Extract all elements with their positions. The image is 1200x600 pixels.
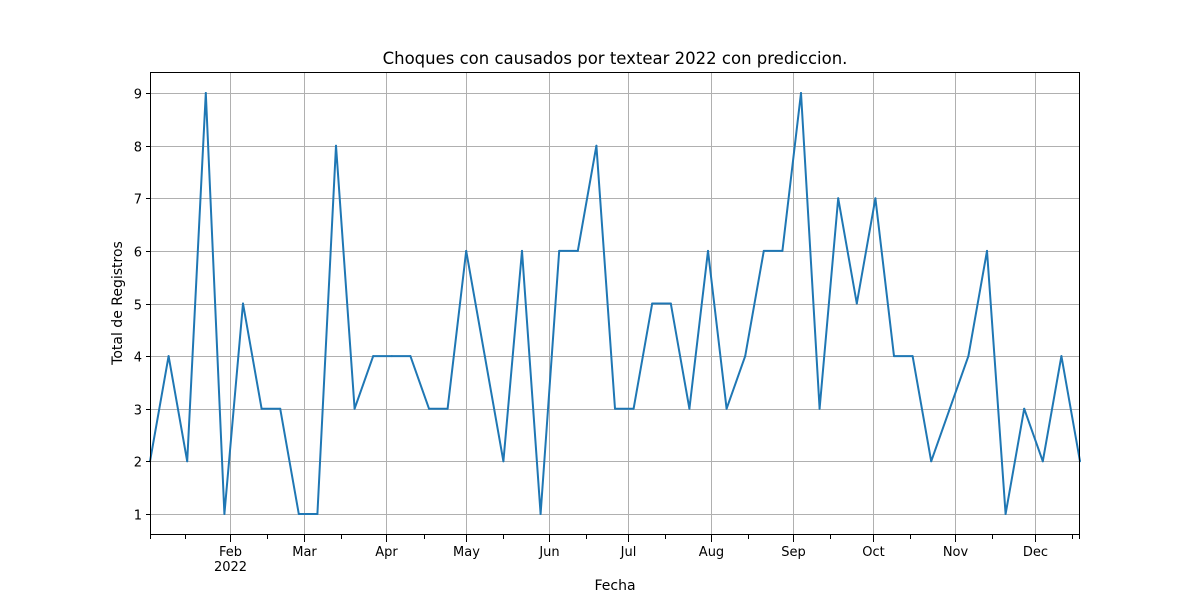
data-point — [483, 355, 486, 358]
chart-title: Choques con causados por textear 2022 co… — [383, 49, 848, 68]
data-point — [297, 513, 300, 515]
x-tick-label: Jun — [538, 545, 559, 560]
x-tick-label: Mar — [292, 545, 317, 560]
data-point — [167, 355, 170, 358]
x-tick-year-label: 2022 — [214, 560, 247, 575]
data-point — [465, 249, 468, 252]
x-tick-label: Apr — [375, 545, 398, 560]
x-tick-label: May — [453, 545, 480, 560]
data-point — [390, 355, 393, 358]
y-tick-label: 6 — [134, 246, 142, 261]
data-point — [669, 302, 672, 305]
data-point — [707, 249, 709, 252]
data-point — [762, 249, 765, 252]
data-point — [204, 92, 207, 94]
data-point — [279, 407, 282, 410]
data-point — [688, 407, 691, 410]
data-point — [539, 513, 542, 515]
y-tick-label: 7 — [134, 193, 142, 208]
data-point — [1023, 407, 1026, 410]
y-tick-label: 9 — [134, 88, 142, 103]
data-point — [428, 407, 430, 410]
data-point — [1041, 460, 1044, 463]
x-tick-label: Aug — [699, 545, 724, 560]
data-point — [1060, 355, 1063, 358]
data-point — [446, 407, 449, 410]
grid — [150, 72, 1080, 535]
data-point — [558, 249, 561, 252]
data-point — [353, 407, 356, 410]
data-point — [409, 355, 412, 358]
data-point — [595, 144, 598, 147]
data-point — [967, 355, 970, 358]
data-point — [335, 144, 337, 147]
data-point — [855, 302, 858, 305]
data-point — [614, 407, 616, 410]
data-point — [223, 513, 226, 515]
x-axis-title: Fecha — [594, 578, 635, 594]
x-tick-label: Dec — [1023, 545, 1048, 560]
y-tick-label: 8 — [134, 141, 142, 156]
data-point — [781, 249, 784, 252]
data-point — [930, 460, 933, 463]
x-tick-label: Sep — [781, 545, 806, 560]
data-point — [260, 407, 263, 410]
data-point — [800, 92, 802, 94]
y-tick-label: 5 — [134, 299, 142, 314]
series-line — [149, 92, 1081, 515]
data-point — [911, 355, 914, 358]
data-point — [837, 197, 840, 200]
y-axis-title: Total de Registros — [110, 241, 126, 366]
data-point — [651, 302, 654, 305]
data-point — [818, 407, 821, 410]
data-point — [1004, 513, 1007, 515]
data-point — [316, 513, 319, 515]
y-tick-label: 1 — [134, 509, 142, 524]
x-tick-label: Oct — [862, 545, 884, 560]
y-tick-label: 3 — [134, 404, 142, 419]
data-point — [744, 355, 747, 358]
data-point — [893, 355, 895, 358]
data-point — [725, 407, 728, 410]
data-point — [186, 460, 189, 463]
data-point — [372, 355, 375, 358]
x-tick-label: Nov — [943, 545, 969, 560]
x-tick-label: Feb — [219, 545, 242, 560]
y-tick-label: 4 — [134, 351, 142, 366]
data-point — [242, 302, 244, 305]
data-point — [632, 407, 635, 410]
data-point — [576, 249, 579, 252]
y-tick-label: 2 — [134, 456, 142, 471]
data-point — [874, 197, 877, 200]
data-point — [986, 249, 988, 252]
plot-frame — [150, 72, 1080, 535]
data-point — [502, 460, 505, 463]
x-tick-label: Jul — [620, 545, 637, 560]
series-layer — [149, 92, 1081, 515]
data-point — [521, 249, 523, 252]
data-point — [948, 407, 951, 410]
